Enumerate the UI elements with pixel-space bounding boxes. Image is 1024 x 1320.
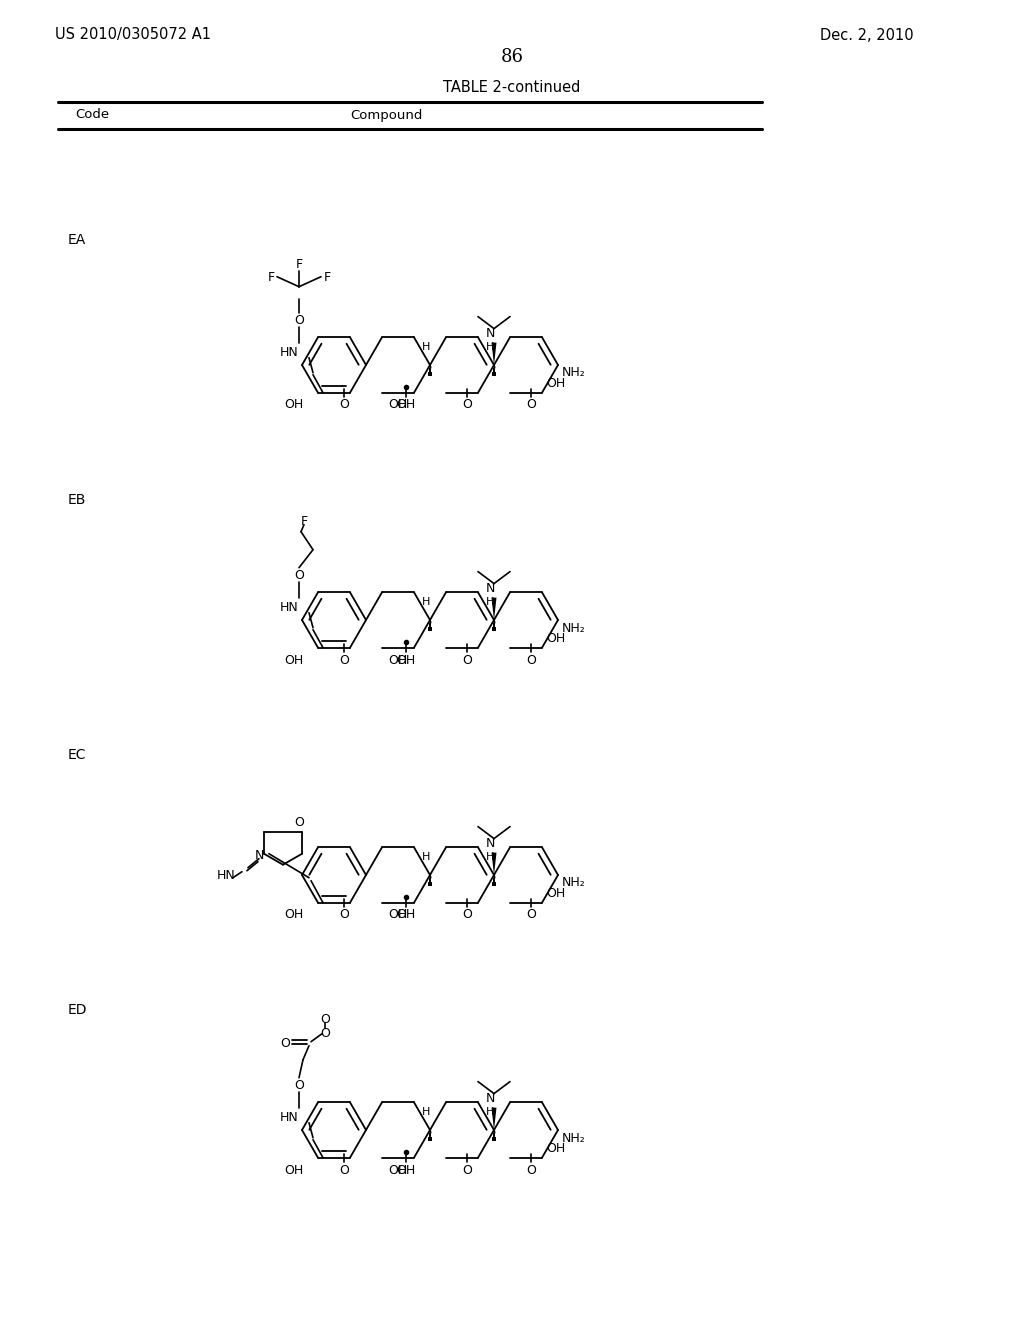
Text: O: O [294, 569, 304, 582]
Text: O: O [526, 908, 536, 921]
Polygon shape [492, 598, 497, 620]
Text: F: F [267, 271, 274, 284]
Text: NH₂: NH₂ [562, 1131, 586, 1144]
Text: NH₂: NH₂ [562, 622, 586, 635]
Text: OH: OH [546, 631, 565, 644]
Text: OH: OH [388, 653, 408, 667]
Text: Code: Code [75, 108, 110, 121]
Text: OH: OH [285, 1163, 304, 1176]
Text: OH: OH [546, 376, 565, 389]
Text: H: H [485, 1107, 495, 1118]
Text: H: H [485, 853, 495, 862]
Text: O: O [294, 314, 304, 327]
Text: N: N [254, 849, 263, 862]
Polygon shape [492, 343, 497, 366]
Text: O: O [462, 908, 472, 921]
Text: OH: OH [396, 399, 416, 412]
Text: F: F [324, 271, 331, 284]
Text: O: O [339, 908, 349, 921]
Text: EC: EC [68, 748, 86, 762]
Text: NH₂: NH₂ [562, 876, 586, 890]
Text: OH: OH [396, 653, 416, 667]
Text: EA: EA [68, 234, 86, 247]
Text: HN: HN [280, 346, 298, 359]
Text: Dec. 2, 2010: Dec. 2, 2010 [820, 28, 913, 42]
Text: OH: OH [388, 908, 408, 921]
Text: US 2010/0305072 A1: US 2010/0305072 A1 [55, 28, 211, 42]
Text: OH: OH [546, 1142, 565, 1155]
Text: ED: ED [68, 1003, 87, 1016]
Text: 86: 86 [501, 48, 523, 66]
Text: H: H [422, 598, 430, 607]
Text: TABLE 2-continued: TABLE 2-continued [443, 81, 581, 95]
Text: H: H [422, 853, 430, 862]
Text: HN: HN [280, 601, 298, 614]
Text: O: O [339, 399, 349, 412]
Text: O: O [339, 1163, 349, 1176]
Text: OH: OH [285, 908, 304, 921]
Text: H: H [485, 342, 495, 352]
Text: O: O [321, 1027, 330, 1040]
Text: F: F [300, 515, 307, 528]
Text: O: O [294, 816, 304, 829]
Text: O: O [526, 1163, 536, 1176]
Text: O: O [280, 1038, 290, 1051]
Text: OH: OH [396, 1163, 416, 1176]
Polygon shape [492, 1107, 497, 1130]
Text: H: H [422, 1107, 430, 1118]
Text: F: F [296, 259, 302, 271]
Text: HN: HN [280, 1111, 298, 1125]
Text: N: N [485, 582, 495, 595]
Text: H: H [422, 342, 430, 352]
Text: O: O [294, 1080, 304, 1092]
Text: O: O [339, 653, 349, 667]
Text: H: H [485, 598, 495, 607]
Text: OH: OH [388, 399, 408, 412]
Text: NH₂: NH₂ [562, 367, 586, 380]
Text: N: N [485, 837, 495, 850]
Text: OH: OH [396, 908, 416, 921]
Text: OH: OH [285, 399, 304, 412]
Text: N: N [485, 1092, 495, 1105]
Text: Compound: Compound [350, 108, 422, 121]
Text: OH: OH [546, 887, 565, 900]
Text: N: N [485, 327, 495, 341]
Polygon shape [492, 853, 497, 875]
Text: O: O [462, 1163, 472, 1176]
Text: OH: OH [285, 653, 304, 667]
Text: OH: OH [388, 1163, 408, 1176]
Text: O: O [526, 399, 536, 412]
Text: O: O [321, 1014, 330, 1026]
Text: EB: EB [68, 492, 86, 507]
Text: O: O [526, 653, 536, 667]
Text: O: O [462, 653, 472, 667]
Text: HN: HN [216, 869, 236, 882]
Text: O: O [462, 399, 472, 412]
